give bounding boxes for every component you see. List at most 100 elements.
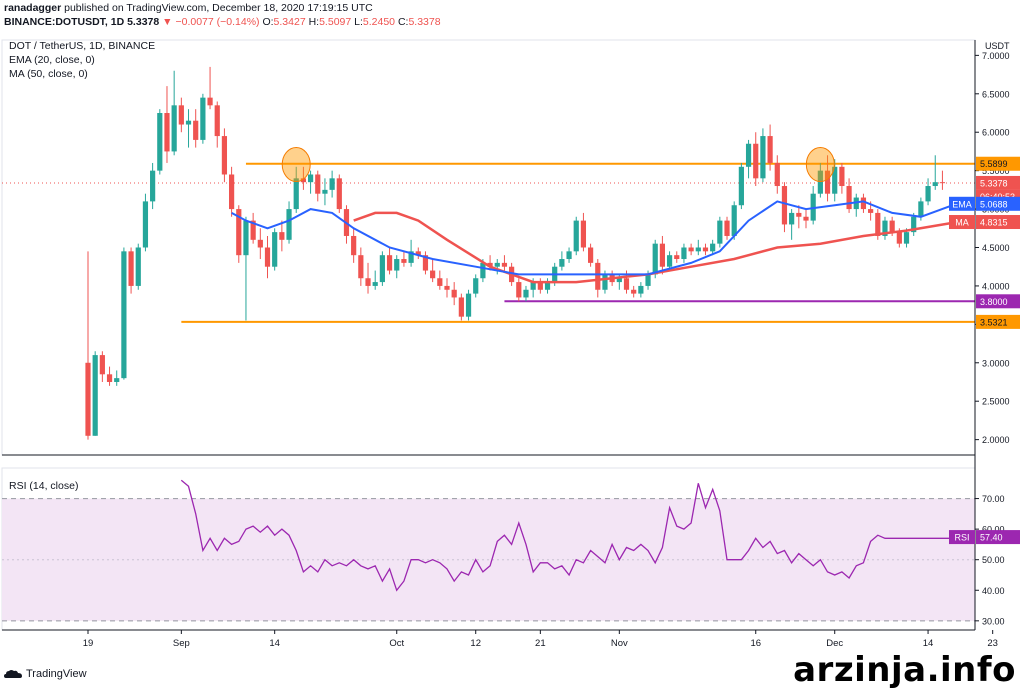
price-tick-label: 4.0000 — [982, 281, 1010, 291]
time-tick-label: 14 — [269, 638, 280, 649]
candle-body — [738, 166, 744, 206]
candle — [200, 93, 206, 144]
close-value: 5.3378 — [408, 16, 441, 28]
candle — [573, 216, 579, 256]
candle-body — [623, 278, 630, 290]
close-price-tag-box — [976, 175, 1020, 190]
candle-body — [92, 355, 98, 436]
time-tick-label: 21 — [535, 638, 546, 649]
time-tick-label: 12 — [470, 638, 481, 649]
author-name[interactable]: ranadagger — [4, 2, 62, 14]
candle-body — [229, 174, 235, 210]
candle — [458, 293, 464, 321]
candle — [781, 182, 788, 233]
candle — [264, 235, 271, 279]
ema-legend[interactable]: EMA (20, close, 0) — [9, 54, 95, 66]
ma-tag-name: MA — [955, 218, 969, 228]
site-watermark: arzinja.info — [793, 650, 1016, 690]
published-text: published on TradingView.com, December 1… — [64, 2, 373, 14]
level-tag-2-value: 3.5321 — [980, 317, 1008, 327]
candle-body — [573, 220, 579, 252]
candle — [566, 247, 572, 263]
candle — [121, 247, 127, 380]
time-tick-label: Oct — [389, 638, 404, 649]
candle — [666, 251, 673, 271]
rsi-tick-label: 70.00 — [982, 494, 1005, 504]
candle — [315, 170, 321, 202]
tradingview-logo[interactable]: TradingView — [4, 668, 87, 680]
candle — [738, 162, 744, 210]
candle-body — [724, 220, 730, 236]
candle-body — [789, 212, 795, 225]
candle-body — [135, 247, 141, 286]
rsi-legend[interactable]: RSI (14, close) — [9, 480, 79, 492]
candle-body — [688, 247, 694, 252]
candle — [106, 366, 113, 386]
candle — [516, 278, 522, 302]
price-pane — [1, 39, 976, 456]
candle-body — [889, 220, 895, 233]
candle-body — [157, 113, 163, 171]
ema-tag: EMA 5.0688 — [949, 196, 1020, 211]
candle-body — [178, 105, 184, 125]
candle-body — [875, 212, 881, 236]
candle — [114, 370, 120, 386]
level-tag-0-box — [976, 156, 1020, 171]
candle — [164, 86, 170, 163]
rsi-tick-label: 60.00 — [982, 525, 1005, 535]
candle — [128, 247, 134, 294]
candle — [85, 251, 91, 440]
candle — [272, 228, 278, 271]
candle-body — [207, 97, 213, 106]
candle-body — [386, 255, 393, 271]
candle-body — [846, 186, 852, 210]
chart-canvas[interactable]: 2.00002.50003.00003.50004.00004.50005.00… — [0, 30, 1024, 666]
candle-body — [473, 278, 479, 294]
candle-body — [114, 378, 120, 382]
price-tick-label: 4.5000 — [982, 243, 1010, 253]
change-arrow-icon: ▼ — [162, 16, 173, 28]
candle-body — [868, 209, 874, 213]
candle-body — [516, 282, 522, 298]
candle-body — [494, 262, 500, 267]
candle-body — [257, 239, 263, 248]
candle-body — [408, 251, 414, 263]
candle-body — [602, 274, 608, 290]
candle-body — [185, 120, 192, 125]
ma-legend[interactable]: MA (50, close, 0) — [9, 68, 88, 80]
candle — [401, 251, 407, 267]
candle — [559, 251, 565, 271]
level-tag-1-box — [976, 294, 1020, 309]
candle-body — [430, 270, 436, 279]
candle-body — [911, 216, 917, 233]
candle — [494, 259, 500, 275]
candle-body — [631, 289, 637, 294]
rsi-tick-label: 50.00 — [982, 555, 1005, 565]
price-tick-label: 6.0000 — [982, 128, 1010, 138]
level-tag-1-value: 3.8000 — [980, 297, 1008, 307]
candle — [817, 162, 823, 198]
candle-body — [221, 136, 228, 175]
candle-body — [358, 255, 364, 279]
candle — [789, 209, 795, 240]
candle-body — [537, 282, 543, 290]
candle-body — [193, 120, 199, 140]
candle-body — [638, 285, 644, 294]
time-tick-label: Dec — [826, 638, 843, 649]
candle — [681, 243, 687, 263]
candle-body — [444, 285, 450, 290]
candle-body — [99, 355, 105, 375]
candle — [925, 178, 931, 206]
candle-body — [307, 174, 314, 183]
candle — [193, 109, 199, 148]
candle-body — [616, 278, 622, 283]
candle-body — [839, 166, 845, 187]
candle-body — [365, 278, 371, 286]
candle-body — [351, 235, 357, 256]
candle-body — [710, 243, 716, 252]
candle-body — [200, 97, 206, 140]
chart-legend-title[interactable]: DOT / TetherUS, 1D, BINANCE — [9, 40, 156, 52]
currency-label: USDT — [985, 41, 1010, 51]
candle — [99, 351, 105, 382]
candle-body — [422, 255, 429, 271]
